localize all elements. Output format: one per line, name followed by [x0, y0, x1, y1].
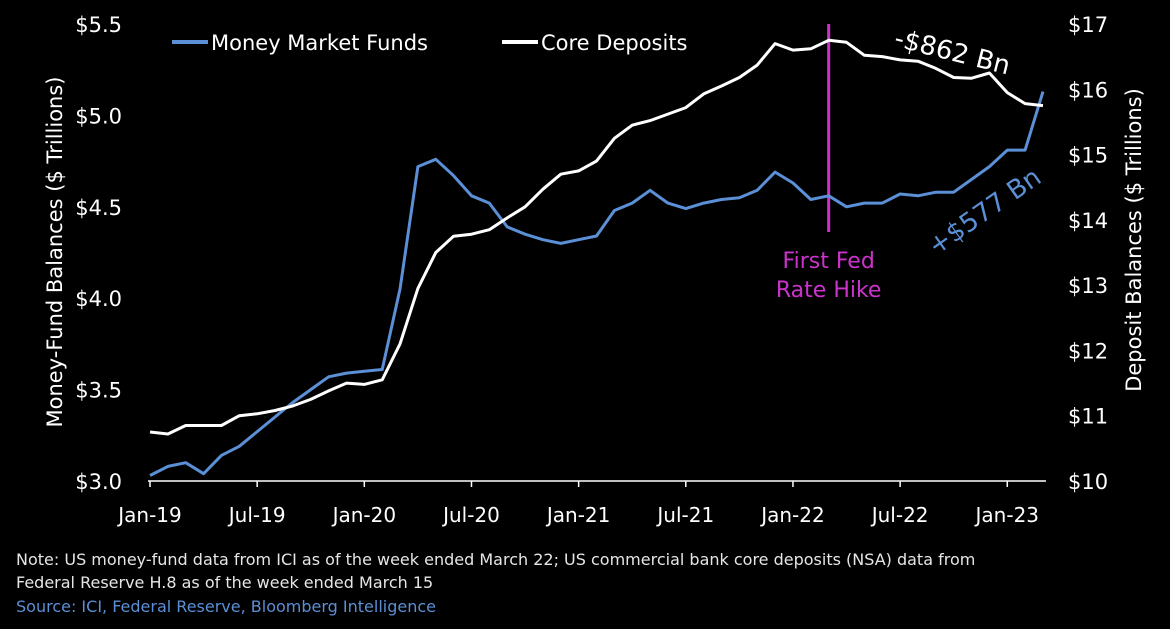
y-right-ticks: $10 $11 $12 $13 $14 $15 $16 $17: [1068, 13, 1108, 494]
x-ticks: Jan-19 Jul-19 Jan-20 Jul-20 Jan-21 Jul-21 Jan-…: [116, 481, 1039, 527]
y-right-tick-label: $12: [1068, 339, 1108, 363]
series-core-deposits: [149, 38, 1044, 436]
y-right-tick-label: $11: [1068, 405, 1108, 429]
fed-hike-label-line2: Rate Hike: [776, 278, 882, 303]
legend-label-mmf: Money Market Funds: [211, 31, 428, 55]
series-money-market-funds: [149, 91, 1045, 477]
x-tick-label: Jan-23: [974, 503, 1040, 527]
y-left-tick-label: $4.5: [75, 196, 122, 220]
footnote-line2: Federal Reserve H.8 as of the week ended…: [16, 573, 434, 592]
mmf-change-annotation: +$577 Bn: [923, 162, 1047, 261]
y-left-tick-label: $5.0: [75, 104, 122, 128]
source-line: Source: ICI, Federal Reserve, Bloomberg …: [16, 597, 436, 616]
x-tick-label: Jul-21: [655, 503, 714, 527]
y-right-tick-label: $16: [1068, 78, 1108, 102]
footnote-line1: Note: US money-fund data from ICI as of …: [16, 550, 976, 569]
y-left-ticks: $3.0 $3.5 $4.0 $4.5 $5.0 $5.5: [75, 13, 122, 494]
y-right-tick-label: $15: [1068, 144, 1108, 168]
y-right-tick-label: $10: [1068, 470, 1108, 494]
x-tick-label: Jan-20: [331, 503, 397, 527]
legend-label-deposits: Core Deposits: [541, 31, 688, 55]
x-tick-label: Jan-21: [545, 503, 611, 527]
y-left-tick-label: $3.0: [75, 470, 122, 494]
x-tick-label: Jan-22: [759, 503, 825, 527]
x-tick-label: Jul-19: [227, 503, 286, 527]
deposits-change-annotation: -$862 Bn: [891, 24, 1013, 82]
y-left-tick-label: $5.5: [75, 13, 122, 37]
y-left-tick-label: $4.0: [75, 287, 122, 311]
y-right-axis-title: Deposit Balances ($ Trillions): [1122, 88, 1146, 392]
x-tick-label: Jul-22: [870, 503, 929, 527]
y-right-tick-label: $14: [1068, 209, 1108, 233]
chart: Jan-19 Jul-19 Jan-20 Jul-20 Jan-21 Jul-21 Jan-…: [43, 13, 1146, 527]
y-left-axis-title: Money-Fund Balances ($ Trillions): [43, 77, 67, 428]
y-right-tick-label: $17: [1068, 13, 1108, 37]
x-tick-label: Jan-19: [116, 503, 182, 527]
fed-hike-label-line1: First Fed: [783, 249, 875, 274]
y-right-tick-label: $13: [1068, 274, 1108, 298]
x-tick-label: Jul-20: [441, 503, 500, 527]
legend: Money Market Funds Core Deposits: [172, 31, 688, 55]
y-left-tick-label: $3.5: [75, 379, 122, 403]
